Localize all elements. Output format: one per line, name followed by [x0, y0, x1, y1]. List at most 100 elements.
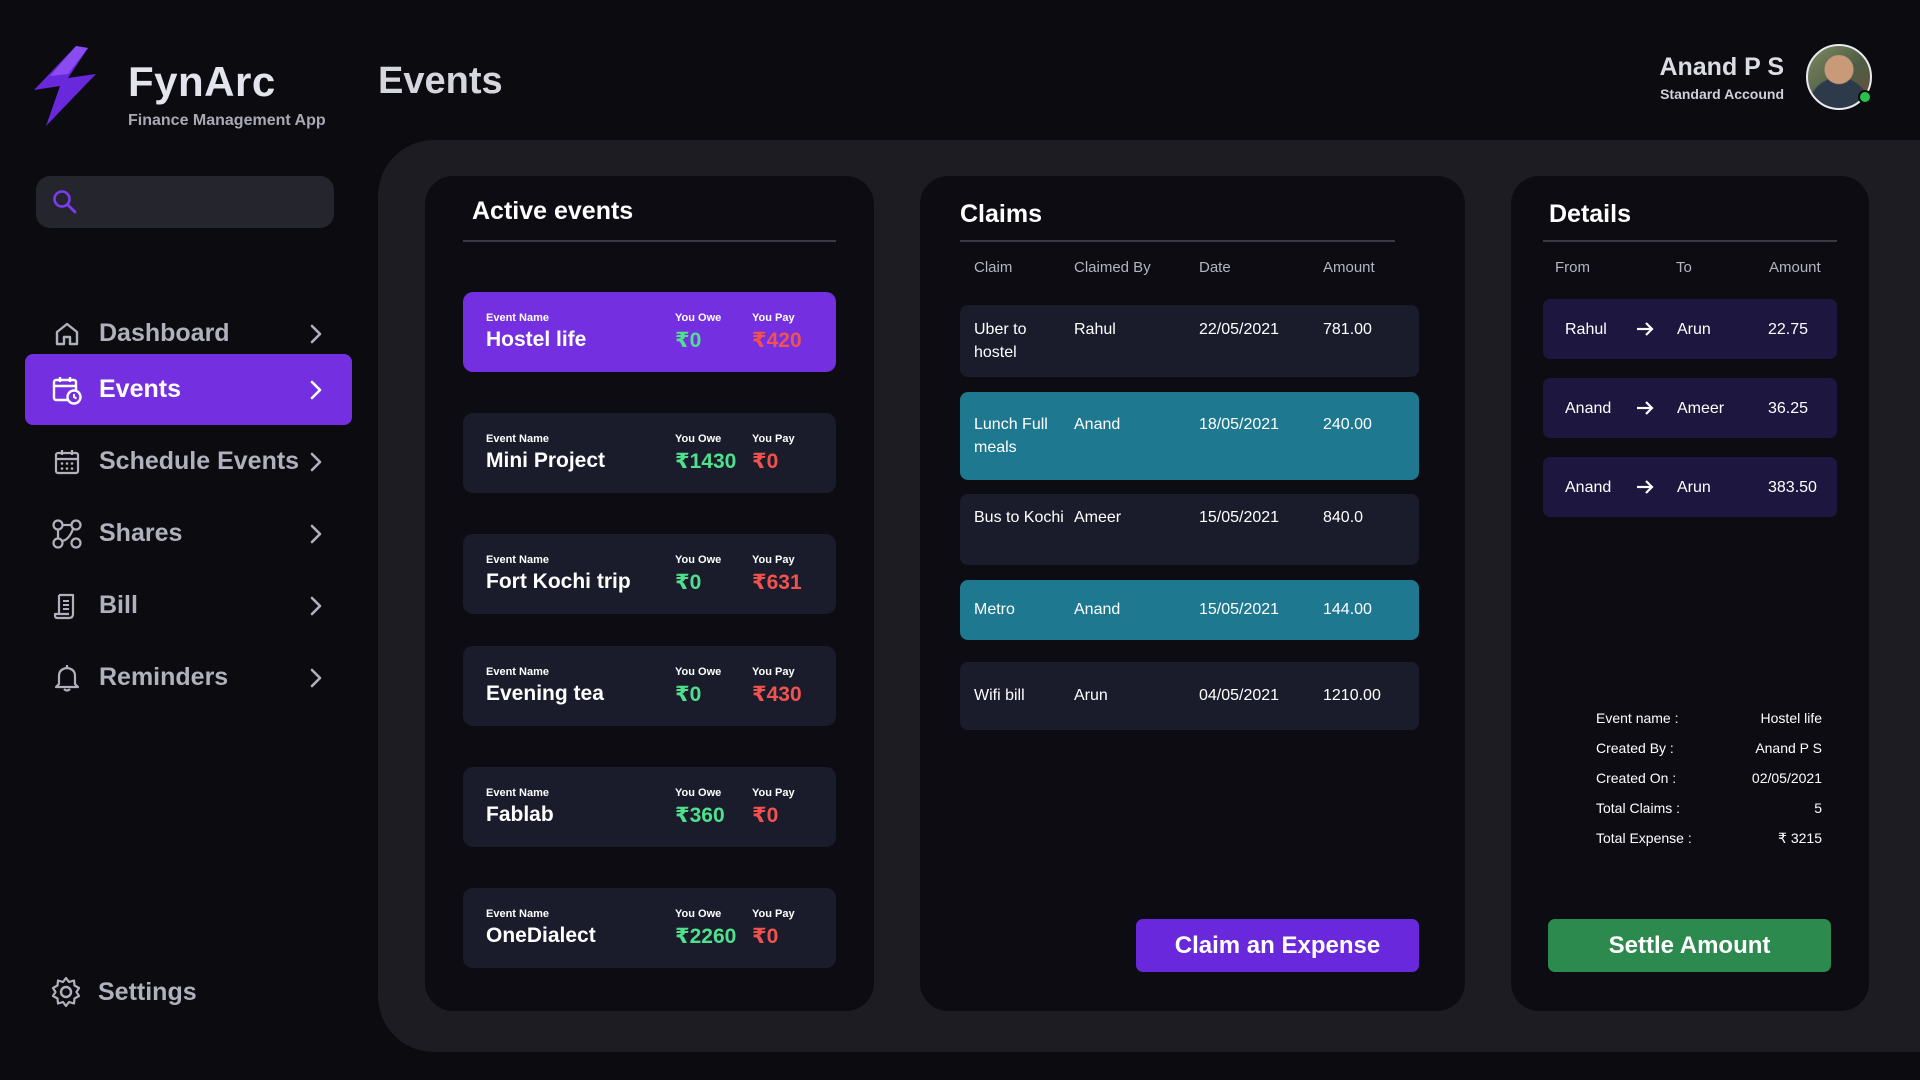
brand-subtitle: Finance Management App [128, 112, 326, 129]
chevron-right-icon [310, 452, 322, 472]
page-title: Events [378, 60, 503, 102]
event-card-mini-project[interactable]: Event Name Mini Project You Owe ₹1430 Yo… [463, 413, 836, 493]
claims-title: Claims [960, 200, 1042, 228]
event-card-hostel-life[interactable]: Event Name Hostel life You Owe ₹0 You Pa… [463, 292, 836, 372]
search-icon [53, 190, 77, 214]
you-owe: You Owe ₹0 [675, 554, 721, 595]
claim-date: 22/05/2021 [1199, 321, 1280, 338]
event-name-label: Event Name [486, 908, 549, 920]
claim-amount: 240.00 [1323, 416, 1372, 433]
sidebar-item-settings[interactable]: Settings [50, 976, 197, 1008]
summary-value: 5 [1814, 800, 1822, 816]
claim-date: 15/05/2021 [1199, 509, 1280, 526]
sidebar-item-bill[interactable]: Bill [25, 570, 352, 641]
sidebar-item-label: Events [99, 375, 181, 403]
home-icon [51, 318, 83, 350]
avatar[interactable] [1806, 44, 1872, 110]
online-status-dot [1858, 90, 1872, 104]
user-profile[interactable]: Anand P S Standard Accound [1659, 44, 1872, 110]
summary-row: Event name : Hostel life [1596, 703, 1822, 733]
event-card-fablab[interactable]: Event Name Fablab You Owe ₹360 You Pay ₹… [463, 767, 836, 847]
details-header-from: From [1555, 259, 1590, 276]
details-header-amount: Amount [1769, 259, 1821, 276]
sidebar-item-label: Schedule Events [99, 447, 300, 475]
search-input[interactable] [90, 191, 320, 213]
you-owe: You Owe ₹0 [675, 312, 721, 353]
you-owe: You Owe ₹0 [675, 666, 721, 707]
brand: FynArc Finance Management App [28, 44, 326, 130]
sidebar-item-reminders[interactable]: Reminders [25, 642, 352, 713]
event-card-fort-kochi-trip[interactable]: Event Name Fort Kochi trip You Owe ₹0 Yo… [463, 534, 836, 614]
calendar-icon [51, 446, 83, 478]
arrow-right-icon [1637, 480, 1654, 494]
claim-amount: 144.00 [1323, 601, 1372, 618]
table-row[interactable]: Lunch Full meals Anand 18/05/2021 240.00 [960, 392, 1419, 480]
transfer-from: Anand [1565, 479, 1612, 496]
search-box[interactable] [36, 176, 334, 228]
sidebar-item-schedule-events[interactable]: Schedule Events [25, 426, 352, 497]
summary-row: Total Expense : ₹ 3215 [1596, 823, 1822, 853]
sidebar-item-events[interactable]: Events [25, 354, 352, 425]
event-name-label: Event Name [486, 554, 549, 566]
you-pay-amount: ₹420 [752, 329, 802, 352]
event-summary: Event name : Hostel life Created By : An… [1596, 703, 1822, 853]
event-card-evening-tea[interactable]: Event Name Evening tea You Owe ₹0 You Pa… [463, 646, 836, 726]
chevron-right-icon [310, 668, 322, 688]
table-row[interactable]: Metro Anand 15/05/2021 144.00 [960, 580, 1419, 640]
claims-header-claimed-by: Claimed By [1074, 259, 1151, 276]
transfer-amount: 383.50 [1768, 479, 1817, 496]
claim-date: 04/05/2021 [1199, 687, 1280, 704]
receipt-icon [51, 590, 83, 622]
divider [1543, 240, 1837, 242]
event-name: Evening tea [486, 682, 604, 705]
sidebar-item-dashboard[interactable]: Dashboard [25, 298, 352, 369]
event-card-onedialect[interactable]: Event Name OneDialect You Owe ₹2260 You … [463, 888, 836, 968]
summary-label: Total Expense : [1596, 830, 1692, 846]
chevron-right-icon [310, 524, 322, 544]
claimed-by: Arun [1074, 687, 1108, 704]
claim-expense-button[interactable]: Claim an Expense [1136, 919, 1419, 972]
event-name-label: Event Name [486, 787, 549, 799]
you-pay-label: You Pay [752, 312, 795, 324]
you-pay-amount: ₹631 [752, 571, 802, 594]
transfer-row[interactable]: Anand Ameer 36.25 [1543, 378, 1837, 438]
sidebar-item-shares[interactable]: Shares [25, 498, 352, 569]
claim-amount: 1210.00 [1323, 687, 1381, 704]
you-pay-label: You Pay [752, 554, 795, 566]
claimed-by: Anand [1074, 601, 1121, 618]
you-pay-amount: ₹0 [752, 925, 779, 948]
details-card: Details From To Amount Rahul Arun 22.75 … [1511, 176, 1869, 1011]
you-owe-label: You Owe [675, 666, 722, 678]
event-name: Fablab [486, 803, 554, 826]
transfer-to: Arun [1677, 479, 1711, 496]
chevron-right-icon [310, 324, 322, 344]
chevron-right-icon [310, 596, 322, 616]
claim-date: 18/05/2021 [1199, 416, 1280, 433]
you-owe-amount: ₹0 [675, 683, 702, 706]
you-pay-label: You Pay [752, 666, 795, 678]
transfer-row[interactable]: Rahul Arun 22.75 [1543, 299, 1837, 359]
settings-label: Settings [98, 977, 197, 1006]
summary-label: Event name : [1596, 710, 1679, 726]
you-owe-amount: ₹0 [675, 329, 702, 352]
transfer-from: Rahul [1565, 321, 1607, 338]
claim-name: Metro [974, 601, 1015, 618]
you-pay: You Pay ₹631 [752, 554, 802, 595]
table-row[interactable]: Uber to hostel Rahul 22/05/2021 781.00 [960, 305, 1419, 377]
you-owe-label: You Owe [675, 908, 722, 920]
you-owe: You Owe ₹360 [675, 787, 725, 828]
summary-value: Hostel life [1760, 710, 1822, 726]
summary-value: Anand P S [1755, 740, 1822, 756]
claimed-by: Anand [1074, 416, 1121, 433]
transfer-row[interactable]: Anand Arun 383.50 [1543, 457, 1837, 517]
claim-name: Uber to hostel [974, 321, 1027, 361]
claim-name: Bus to Kochi [974, 509, 1064, 526]
you-owe-label: You Owe [675, 433, 722, 445]
you-pay-label: You Pay [752, 908, 795, 920]
user-role: Standard Accound [1660, 85, 1784, 102]
table-row[interactable]: Wifi bill Arun 04/05/2021 1210.00 [960, 662, 1419, 730]
settle-amount-button[interactable]: Settle Amount [1548, 919, 1831, 972]
claim-name: Wifi bill [974, 687, 1025, 704]
table-row[interactable]: Bus to Kochi Ameer 15/05/2021 840.0 [960, 494, 1419, 565]
